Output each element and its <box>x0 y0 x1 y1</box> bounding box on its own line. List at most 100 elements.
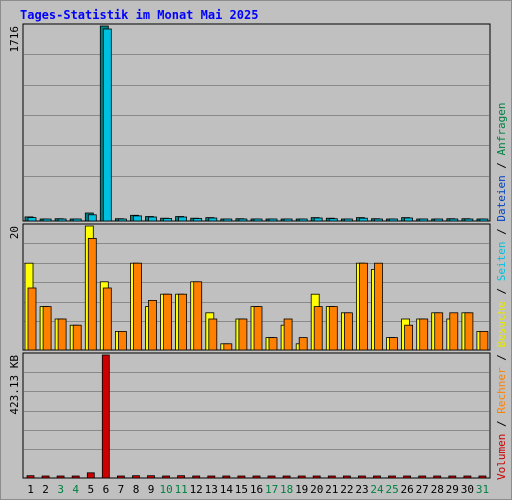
day-label-16: 16 <box>250 483 263 496</box>
bar-seiten-day-19 <box>298 218 308 222</box>
y-axis-label: 423.13 KB <box>8 355 21 415</box>
bar-volumen-day-9 <box>147 475 155 479</box>
bar-seiten-day-29 <box>449 218 459 222</box>
bar-seiten-day-30 <box>464 218 474 222</box>
bar-volumen-day-29 <box>448 475 457 479</box>
legend-separator: / <box>495 155 508 175</box>
bar-rechner-day-17 <box>268 337 278 351</box>
bar-volumen-day-31 <box>478 475 487 479</box>
bar-seiten-day-27 <box>419 218 429 222</box>
bar-volumen-day-12 <box>192 475 201 479</box>
bar-rechner-day-7 <box>118 330 127 351</box>
bar-volumen-day-25 <box>388 475 396 479</box>
bar-rechner-day-24 <box>374 262 383 351</box>
day-label-12: 12 <box>190 483 203 496</box>
bar-seiten-day-31 <box>479 218 489 222</box>
bar-seiten-day-4 <box>72 218 82 222</box>
day-label-19: 19 <box>295 483 308 496</box>
bar-rechner-day-21 <box>328 306 338 351</box>
bar-seiten-day-16 <box>253 218 263 222</box>
bar-rechner-day-10 <box>163 293 173 351</box>
y-axis-label: 1716 <box>8 26 21 53</box>
day-label-6: 6 <box>103 483 110 496</box>
bar-volumen-day-6 <box>101 354 110 479</box>
bar-volumen-day-18 <box>282 475 291 479</box>
bar-volumen-day-19 <box>297 475 306 479</box>
bar-rechner-day-2 <box>42 306 52 351</box>
bar-rechner-day-9 <box>148 299 157 351</box>
bar-volumen-day-14 <box>222 475 231 479</box>
bar-seiten-day-1 <box>27 217 37 222</box>
bar-seiten-day-2 <box>42 218 52 222</box>
day-label-13: 13 <box>205 483 218 496</box>
bar-seiten-day-5 <box>87 214 97 222</box>
legend-item-seiten: Seiten <box>495 242 508 282</box>
day-label-30: 30 <box>461 483 474 496</box>
panel-2: 20 <box>8 223 491 351</box>
chart-title: Tages-Statistik im Monat Mai 2025 <box>20 8 258 22</box>
day-label-11: 11 <box>175 483 188 496</box>
legend-item-dateien: Dateien <box>495 175 508 221</box>
bar-seiten-day-28 <box>434 218 444 222</box>
day-label-7: 7 <box>118 483 125 496</box>
bar-rechner-day-6 <box>102 287 112 351</box>
day-axis: 1 2 3 4 5 6 7 8 9 10 11 12 13 14 15 16 17 18 19 20 21 22 23 24 2… <box>27 483 489 496</box>
bar-volumen-day-26 <box>403 475 412 479</box>
bar-rechner-day-5 <box>87 237 97 351</box>
bar-volumen-day-2 <box>41 475 50 479</box>
day-label-27: 27 <box>416 483 429 496</box>
bar-volumen-day-4 <box>71 475 80 479</box>
bar-rechner-day-27 <box>419 318 429 351</box>
bar-volumen-day-13 <box>207 475 216 479</box>
bar-rechner-day-20 <box>313 306 323 351</box>
bar-seiten-day-3 <box>57 218 67 222</box>
day-label-14: 14 <box>220 483 234 496</box>
legend-separator: / <box>495 281 508 301</box>
day-label-29: 29 <box>446 483 459 496</box>
bar-rechner-day-1 <box>27 287 37 351</box>
bar-seiten-day-25 <box>389 218 398 222</box>
bar-volumen-day-17 <box>267 475 276 479</box>
panel-1: 1716 <box>8 23 491 222</box>
bar-volumen-day-11 <box>177 475 186 479</box>
bar-rechner-day-16 <box>253 306 263 351</box>
day-label-3: 3 <box>57 483 64 496</box>
day-label-25: 25 <box>385 483 398 496</box>
bar-rechner-day-14 <box>223 343 233 351</box>
legend-separator: / <box>495 222 508 242</box>
bar-rechner-day-3 <box>57 318 67 351</box>
bar-rechner-day-19 <box>298 337 308 351</box>
bar-volumen-day-15 <box>237 475 246 479</box>
bar-seiten-day-21 <box>328 218 338 222</box>
day-label-2: 2 <box>42 483 49 496</box>
day-label-24: 24 <box>370 483 384 496</box>
bar-volumen-day-30 <box>463 475 472 479</box>
bar-rechner-day-29 <box>449 312 459 351</box>
bar-seiten-day-7 <box>118 218 127 222</box>
bar-rechner-day-31 <box>479 330 489 351</box>
bar-rechner-day-26 <box>404 324 414 351</box>
panels-layer: 1716 20 423.13 KB <box>8 23 491 479</box>
legend-item-rechner: Rechner <box>495 367 508 414</box>
day-label-17: 17 <box>265 483 278 496</box>
bar-volumen-day-27 <box>418 475 427 479</box>
day-label-1: 1 <box>27 483 34 496</box>
day-label-15: 15 <box>235 483 248 496</box>
bar-seiten-day-22 <box>343 218 353 222</box>
bar-seiten-day-15 <box>238 218 248 222</box>
bar-seiten-day-14 <box>223 218 233 222</box>
legend-separator: / <box>495 414 508 434</box>
bar-volumen-day-21 <box>327 475 336 479</box>
bar-volumen-day-10 <box>162 475 171 479</box>
day-label-28: 28 <box>431 483 444 496</box>
bar-volumen-day-28 <box>433 475 442 479</box>
bar-rechner-day-11 <box>178 293 188 351</box>
day-label-20: 20 <box>310 483 323 496</box>
bar-rechner-day-4 <box>72 324 82 351</box>
bar-rechner-day-22 <box>343 312 353 351</box>
plot-area <box>22 352 491 479</box>
legend: Volumen / Rechner / Besuche / Seiten / D… <box>495 102 508 480</box>
day-label-4: 4 <box>72 483 79 496</box>
legend-item-volumen: Volumen <box>495 434 508 480</box>
bar-seiten-day-8 <box>133 215 142 222</box>
